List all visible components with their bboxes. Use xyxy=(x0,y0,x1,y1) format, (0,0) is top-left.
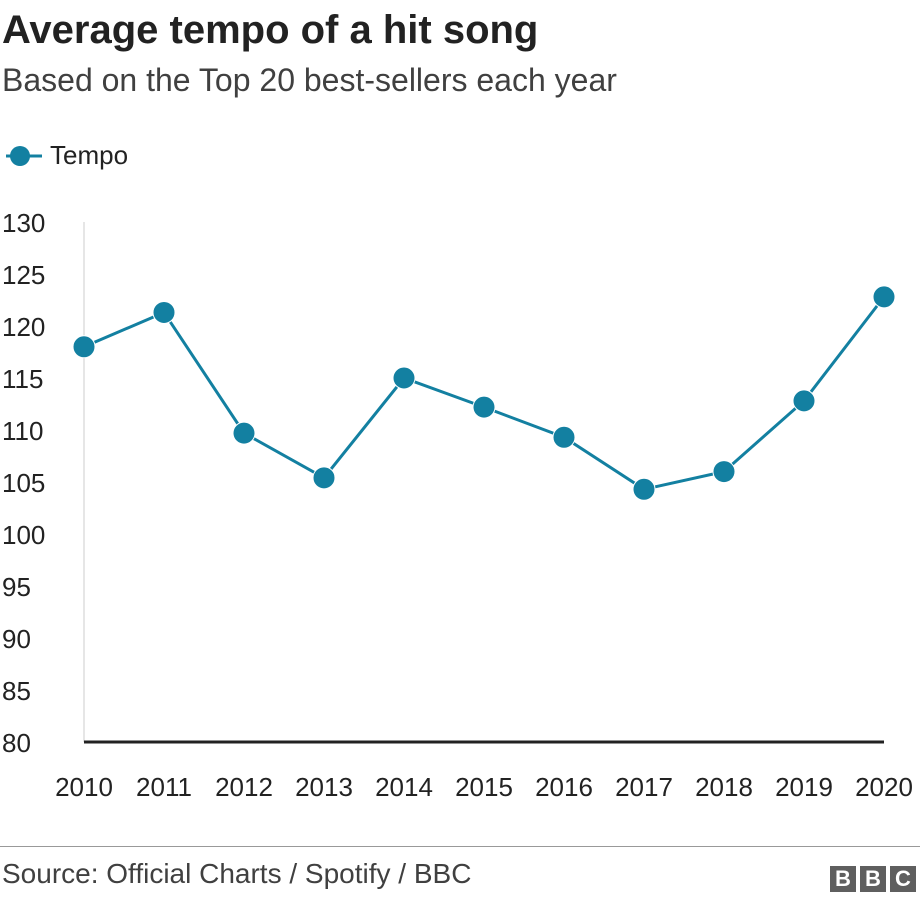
y-tick-label: 100 xyxy=(2,520,45,550)
data-point xyxy=(712,460,736,484)
chart-title: Average tempo of a hit song xyxy=(2,8,539,52)
y-tick-label: 95 xyxy=(2,572,31,602)
x-tick-label: 2011 xyxy=(136,772,192,802)
data-point xyxy=(312,466,336,490)
y-tick-label: 90 xyxy=(2,624,31,654)
y-tick-label: 110 xyxy=(2,416,43,446)
x-tick-label: 2014 xyxy=(375,772,433,802)
data-point xyxy=(232,421,256,445)
data-point xyxy=(632,477,656,501)
y-tick-label: 120 xyxy=(2,312,45,342)
data-point xyxy=(72,335,96,359)
logo-letter: C xyxy=(890,866,916,892)
series-line-tempo xyxy=(83,295,886,491)
source-note: Source: Official Charts / Spotify / BBC xyxy=(2,858,472,889)
x-tick-label: 2015 xyxy=(455,772,513,802)
logo-letter: B xyxy=(830,866,856,892)
x-tick-label: 2012 xyxy=(215,772,273,802)
x-tick-label: 2016 xyxy=(535,772,593,802)
footer-divider xyxy=(0,846,920,847)
bbc-logo: B B C xyxy=(830,866,916,892)
line-chart: 130 125 120 115 110 105 100 95 90 85 80 2010 2011 201… xyxy=(2,208,913,802)
y-tick-label: 85 xyxy=(2,676,31,706)
data-point xyxy=(872,285,896,309)
logo-letter: B xyxy=(860,866,886,892)
legend-marker-icon xyxy=(6,145,42,166)
y-tick-label: 130 xyxy=(2,208,45,238)
y-tick-label: 80 xyxy=(2,728,31,758)
x-tick-label: 2010 xyxy=(55,772,113,802)
legend: Tempo xyxy=(4,140,128,171)
y-tick-label: 105 xyxy=(2,468,45,498)
chart-subtitle: Based on the Top 20 best-sellers each ye… xyxy=(2,62,617,98)
legend-label: Tempo xyxy=(50,140,129,170)
data-point xyxy=(552,425,576,449)
data-point xyxy=(392,366,416,390)
y-tick-label: 115 xyxy=(2,364,43,394)
data-point xyxy=(472,395,496,419)
x-tick-label: 2019 xyxy=(775,772,833,802)
data-point xyxy=(152,300,176,324)
x-tick-label: 2018 xyxy=(695,772,753,802)
x-tick-label: 2017 xyxy=(615,772,673,802)
data-point xyxy=(792,389,816,413)
x-tick-label: 2020 xyxy=(855,772,913,802)
y-tick-label: 125 xyxy=(2,260,45,290)
x-tick-label: 2013 xyxy=(295,772,353,802)
